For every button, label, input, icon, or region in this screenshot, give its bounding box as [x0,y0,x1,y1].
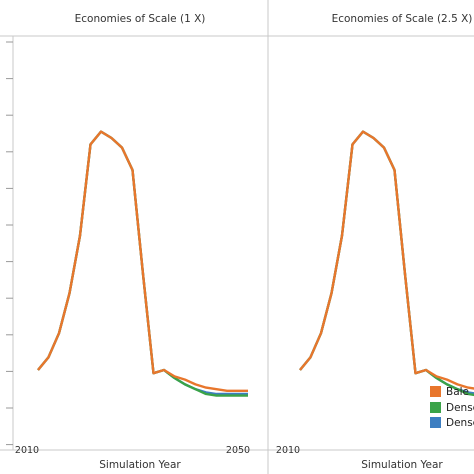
series-line-dense-1 [299,130,474,397]
legend-swatch-dense-green [430,402,441,413]
legend-swatch-dense-blue [430,417,441,428]
panel-1-x-tick-end: 2050 [226,445,250,456]
series-line-dense-2 [299,130,474,395]
panel-1-x-tick-start: 2010 [15,445,39,456]
panel-2-x-axis-label: Simulation Year [361,459,443,471]
legend: Bale Dense Dense [430,386,474,429]
panel-2-x-tick-start: 2010 [276,445,300,456]
legend-label-bale: Bale [446,386,469,398]
series-lines [37,130,474,397]
legend-swatch-bale [430,386,441,397]
series-line-bale-0 [37,130,248,392]
legend-label-dense-blue: Dense [446,417,474,429]
series-line-bale-0 [299,130,474,390]
panel-1-x-axis-label: Simulation Year [99,459,181,471]
legend-label-dense-green: Dense [446,402,474,414]
panel-1-title: Economies of Scale (1 X) [75,13,206,25]
panel-2-title: Economies of Scale (2.5 X) [332,13,473,25]
y-axis-ticks [6,41,13,446]
